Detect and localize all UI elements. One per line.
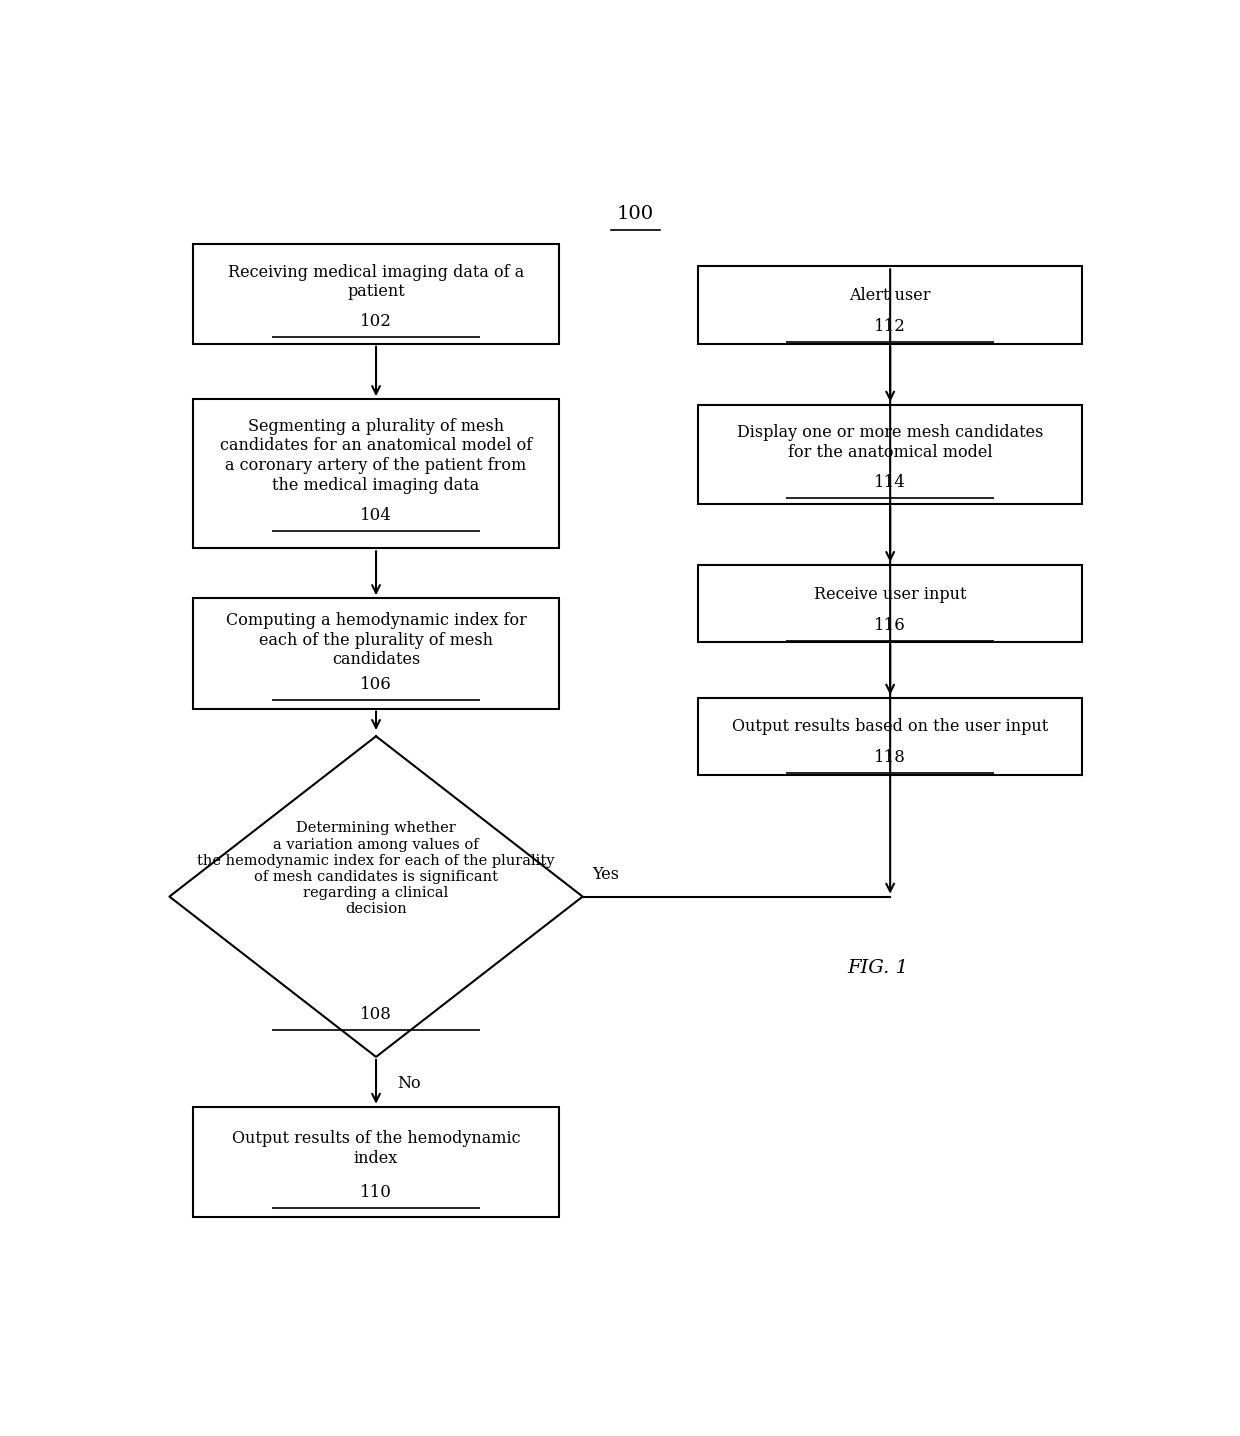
Text: 114: 114 — [874, 474, 906, 491]
Text: Determining whether
a variation among values of
the hemodynamic index for each o: Determining whether a variation among va… — [197, 821, 554, 916]
Text: 108: 108 — [360, 1007, 392, 1024]
Text: 116: 116 — [874, 616, 906, 633]
Text: Alert user: Alert user — [849, 287, 931, 304]
Text: 104: 104 — [360, 507, 392, 524]
Polygon shape — [170, 737, 583, 1057]
Text: FIG. 1: FIG. 1 — [847, 959, 908, 978]
FancyBboxPatch shape — [193, 597, 558, 708]
FancyBboxPatch shape — [698, 405, 1083, 504]
Text: Display one or more mesh candidates
for the anatomical model: Display one or more mesh candidates for … — [737, 424, 1043, 461]
Text: Computing a hemodynamic index for
each of the plurality of mesh
candidates: Computing a hemodynamic index for each o… — [226, 612, 527, 668]
Text: 100: 100 — [618, 205, 653, 224]
FancyBboxPatch shape — [698, 266, 1083, 343]
FancyBboxPatch shape — [698, 564, 1083, 642]
Text: Output results of the hemodynamic
index: Output results of the hemodynamic index — [232, 1130, 521, 1167]
Text: No: No — [397, 1074, 420, 1091]
Text: Receiving medical imaging data of a
patient: Receiving medical imaging data of a pati… — [228, 264, 525, 300]
Text: Segmenting a plurality of mesh
candidates for an anatomical model of
a coronary : Segmenting a plurality of mesh candidate… — [219, 418, 532, 494]
Text: 110: 110 — [360, 1185, 392, 1202]
Text: 106: 106 — [360, 676, 392, 692]
Text: 112: 112 — [874, 319, 906, 335]
Text: 102: 102 — [360, 313, 392, 330]
FancyBboxPatch shape — [193, 1107, 558, 1218]
Text: 118: 118 — [874, 750, 906, 767]
Text: Receive user input: Receive user input — [813, 586, 966, 603]
FancyBboxPatch shape — [193, 244, 558, 343]
Text: Yes: Yes — [593, 866, 619, 883]
FancyBboxPatch shape — [698, 698, 1083, 775]
Text: Output results based on the user input: Output results based on the user input — [732, 718, 1048, 735]
FancyBboxPatch shape — [193, 399, 558, 549]
